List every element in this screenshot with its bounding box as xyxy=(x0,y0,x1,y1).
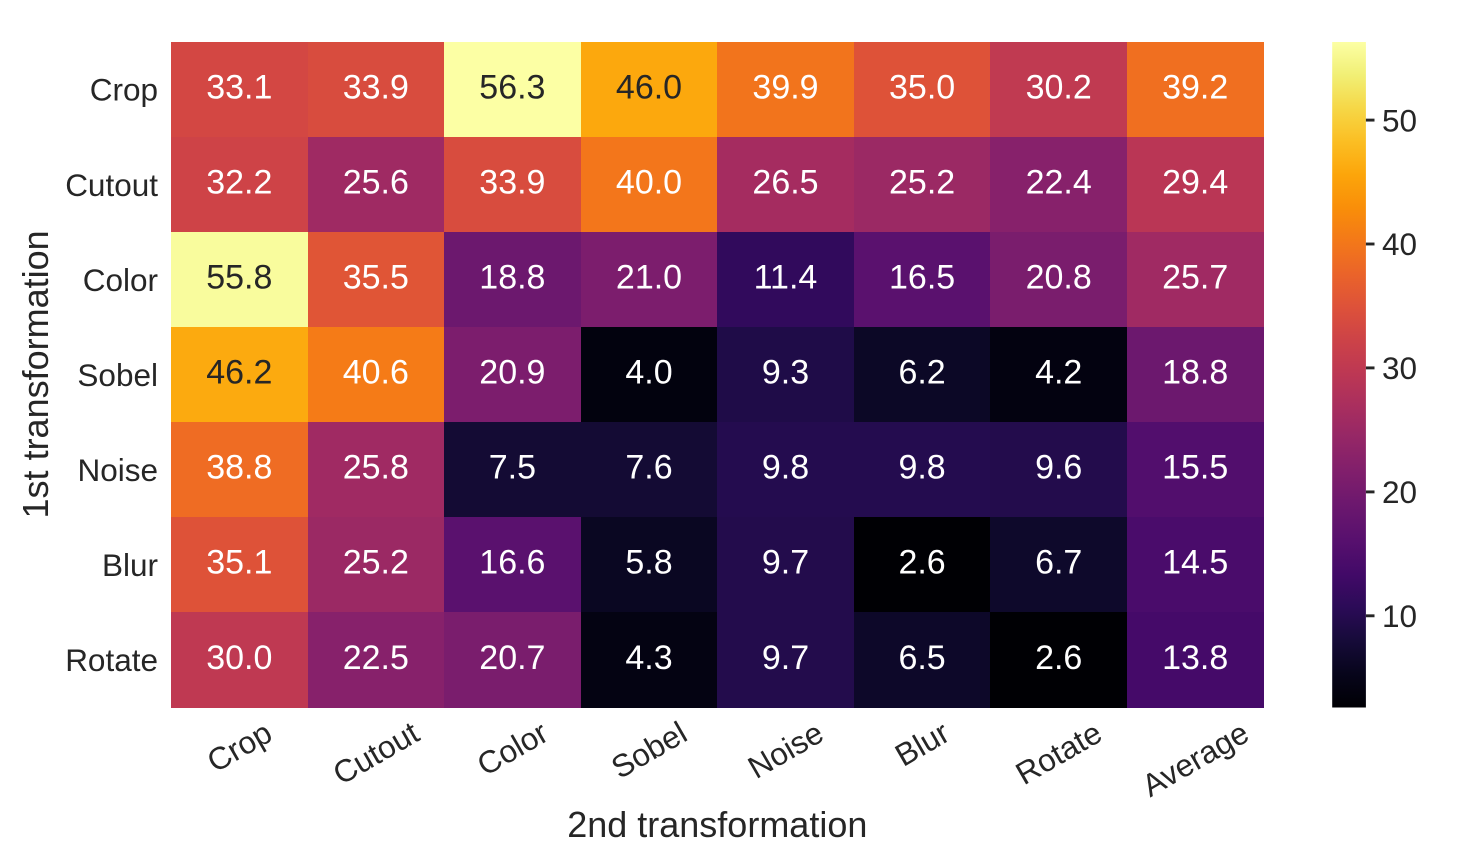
svg-text:22.5: 22.5 xyxy=(343,639,409,677)
svg-text:7.5: 7.5 xyxy=(489,449,536,487)
svg-text:2nd transformation: 2nd transformation xyxy=(567,804,867,845)
svg-text:25.6: 25.6 xyxy=(343,163,409,201)
svg-text:29.4: 29.4 xyxy=(1162,163,1228,201)
svg-text:5.8: 5.8 xyxy=(625,544,672,582)
svg-text:11.4: 11.4 xyxy=(754,259,818,297)
svg-text:Blur: Blur xyxy=(102,547,158,583)
svg-text:40.6: 40.6 xyxy=(343,354,409,392)
svg-text:30.2: 30.2 xyxy=(1026,68,1092,106)
svg-text:21.0: 21.0 xyxy=(616,259,682,297)
svg-text:Color: Color xyxy=(83,262,158,298)
svg-text:7.6: 7.6 xyxy=(625,449,672,487)
svg-text:4.0: 4.0 xyxy=(625,354,672,392)
svg-text:30.0: 30.0 xyxy=(206,639,272,677)
svg-text:35.1: 35.1 xyxy=(206,544,272,582)
svg-text:56.3: 56.3 xyxy=(479,68,545,106)
svg-text:6.5: 6.5 xyxy=(898,639,945,677)
svg-text:33.1: 33.1 xyxy=(206,68,272,106)
svg-text:14.5: 14.5 xyxy=(1162,544,1228,582)
svg-text:18.8: 18.8 xyxy=(1162,354,1228,392)
svg-text:2.6: 2.6 xyxy=(1035,639,1082,677)
svg-text:13.8: 13.8 xyxy=(1162,639,1228,677)
svg-text:25.2: 25.2 xyxy=(889,163,955,201)
svg-text:9.6: 9.6 xyxy=(1035,449,1082,487)
svg-text:4.3: 4.3 xyxy=(625,639,672,677)
svg-text:32.2: 32.2 xyxy=(206,163,272,201)
svg-text:Noise: Noise xyxy=(77,452,158,488)
svg-text:20.8: 20.8 xyxy=(1026,259,1092,297)
svg-text:25.8: 25.8 xyxy=(343,449,409,487)
svg-text:33.9: 33.9 xyxy=(343,68,409,106)
svg-text:9.8: 9.8 xyxy=(762,449,809,487)
svg-text:6.7: 6.7 xyxy=(1035,544,1082,582)
svg-text:46.2: 46.2 xyxy=(206,354,272,392)
svg-text:46.0: 46.0 xyxy=(616,68,682,106)
svg-text:25.2: 25.2 xyxy=(343,544,409,582)
svg-text:22.4: 22.4 xyxy=(1026,163,1092,201)
svg-text:10: 10 xyxy=(1382,598,1417,634)
svg-text:Sobel: Sobel xyxy=(77,357,158,393)
svg-text:33.9: 33.9 xyxy=(479,163,545,201)
svg-text:15.5: 15.5 xyxy=(1162,449,1228,487)
svg-text:6.2: 6.2 xyxy=(898,354,945,392)
svg-text:30: 30 xyxy=(1382,350,1417,386)
svg-text:Rotate: Rotate xyxy=(65,642,158,678)
svg-text:40: 40 xyxy=(1382,226,1417,262)
svg-text:38.8: 38.8 xyxy=(206,449,272,487)
svg-text:9.8: 9.8 xyxy=(898,449,945,487)
svg-text:16.6: 16.6 xyxy=(479,544,545,582)
svg-text:2.6: 2.6 xyxy=(898,544,945,582)
svg-text:50: 50 xyxy=(1382,102,1417,138)
svg-text:Crop: Crop xyxy=(90,72,158,108)
svg-text:40.0: 40.0 xyxy=(616,163,682,201)
svg-text:20: 20 xyxy=(1382,474,1417,510)
svg-text:9.7: 9.7 xyxy=(762,639,809,677)
svg-text:18.8: 18.8 xyxy=(479,259,545,297)
svg-text:4.2: 4.2 xyxy=(1035,354,1082,392)
svg-text:20.9: 20.9 xyxy=(479,354,545,392)
svg-text:39.9: 39.9 xyxy=(752,68,818,106)
svg-text:35.5: 35.5 xyxy=(343,259,409,297)
svg-text:39.2: 39.2 xyxy=(1162,68,1228,106)
svg-text:9.7: 9.7 xyxy=(762,544,809,582)
svg-text:16.5: 16.5 xyxy=(889,259,955,297)
svg-text:Cutout: Cutout xyxy=(65,167,158,203)
svg-text:55.8: 55.8 xyxy=(206,259,272,297)
svg-text:26.5: 26.5 xyxy=(752,163,818,201)
svg-text:1st transformation: 1st transformation xyxy=(15,230,56,518)
svg-text:35.0: 35.0 xyxy=(889,68,955,106)
svg-text:9.3: 9.3 xyxy=(762,354,809,392)
svg-text:25.7: 25.7 xyxy=(1162,259,1228,297)
svg-text:20.7: 20.7 xyxy=(479,639,545,677)
